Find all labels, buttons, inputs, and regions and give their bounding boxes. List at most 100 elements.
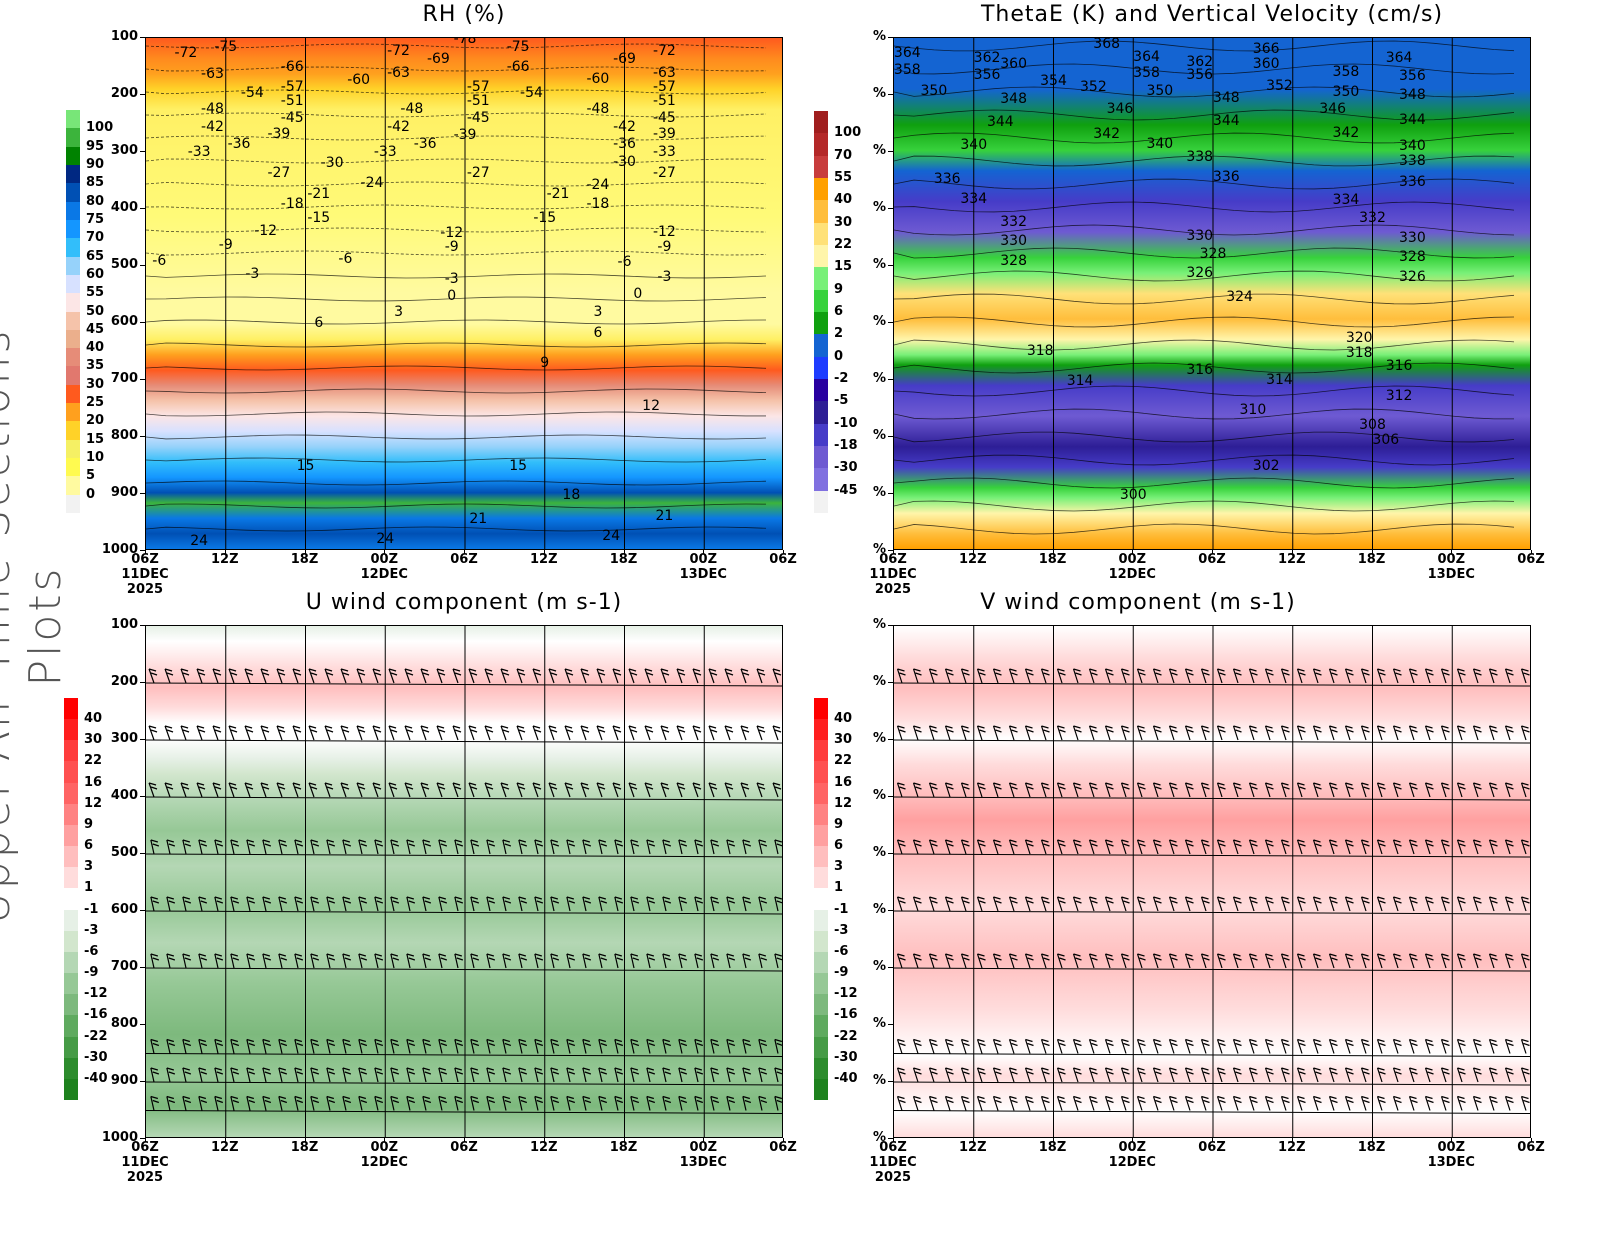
wind-barb: [742, 1067, 752, 1083]
y-tick-label: %: [872, 1130, 886, 1145]
x-tick-mark: [1132, 1138, 1134, 1142]
colorbar-swatch: [814, 824, 828, 847]
contour-label: -51: [466, 92, 490, 109]
wind-barb: [246, 896, 256, 912]
y-tick-mark: [888, 853, 893, 854]
contour-line: [146, 112, 767, 118]
wind-barb-staff-line: [894, 1053, 1530, 1057]
wind-barb: [614, 1095, 624, 1111]
wind-barb: [230, 896, 240, 912]
wind-barb: [1312, 1095, 1322, 1111]
contour-label: 340: [1399, 137, 1426, 154]
colorbar-swatch: [814, 867, 828, 889]
colorbar-label: 15: [86, 431, 105, 447]
wind-barb: [1264, 1095, 1274, 1111]
contour-line: [894, 862, 1514, 866]
wind-barb: [772, 725, 782, 741]
wind-barb: [436, 782, 446, 798]
colorbar-label: 40: [834, 192, 853, 208]
wind-barb: [1392, 1038, 1402, 1054]
wind-barb: [960, 1067, 970, 1083]
contour-label: -12: [652, 223, 676, 240]
y-tick-mark: [888, 682, 893, 683]
contour-line: [146, 816, 766, 820]
wind-barb: [310, 839, 320, 855]
wind-barb: [1472, 1067, 1482, 1083]
wind-barb: [150, 1095, 160, 1111]
x-tick-label: 00Z: [1437, 1140, 1466, 1155]
colorbar-swatch: [66, 164, 80, 184]
wind-barb: [276, 725, 286, 741]
wind-barb: [1152, 839, 1162, 855]
wind-barb: [1088, 1067, 1098, 1083]
colorbar-label: 60: [86, 266, 105, 282]
y-tick-mark: [140, 37, 145, 38]
wind-barb: [1504, 725, 1514, 741]
wind-barb: [1344, 725, 1354, 741]
wind-barb: [742, 839, 752, 855]
wind-barb: [278, 1095, 288, 1111]
contour-line: [146, 1115, 766, 1119]
contour-label: -21: [307, 186, 331, 203]
wind-barb: [1520, 1095, 1530, 1111]
wind-barb: [196, 782, 206, 798]
contour-label: -18: [586, 195, 610, 212]
wind-barb: [292, 668, 302, 684]
wind-barb: [1424, 725, 1434, 741]
colorbar-label: -2: [834, 371, 849, 386]
wind-barb: [1456, 782, 1466, 798]
y-tick-label: %: [872, 731, 886, 746]
wind-barb: [516, 668, 526, 684]
wind-barb: [1216, 668, 1226, 684]
wind-barb: [1056, 839, 1066, 855]
contour-line: [894, 224, 1515, 236]
y-tick-mark: [888, 967, 893, 968]
wind-barb: [1376, 668, 1386, 684]
colorbar-swatch: [814, 178, 828, 201]
contour-label: -57: [280, 79, 304, 96]
wind-barb: [1136, 1067, 1146, 1083]
colorbar-label: 35: [86, 358, 105, 374]
colorbar-swatch: [66, 128, 80, 148]
y-tick-mark: [140, 151, 145, 152]
contour-line: [894, 655, 1514, 659]
wind-barb: [928, 1067, 938, 1083]
colorbar-label: -9: [84, 965, 99, 981]
contour-label: 3: [593, 304, 603, 321]
wind-barb: [662, 896, 672, 912]
wind-barb: [1376, 1095, 1386, 1111]
wind-barb: [1520, 1067, 1530, 1083]
wind-barb: [1376, 953, 1386, 969]
colorbar-label: 3: [834, 859, 844, 875]
wind-barb: [230, 1095, 240, 1111]
wind-barb: [1040, 725, 1050, 741]
colorbar-swatch: [814, 312, 828, 335]
wind-barb: [1120, 668, 1130, 684]
wind-barb: [1424, 1095, 1434, 1111]
x-tick-label: 18Z: [290, 552, 319, 567]
wind-barb: [326, 1095, 336, 1111]
wind-barb: [944, 782, 954, 798]
wind-barb: [1456, 668, 1466, 684]
wind-barb: [278, 1067, 288, 1083]
contour-label: -72: [174, 44, 198, 61]
wind-barb: [694, 1038, 704, 1054]
wind-barb: [1184, 839, 1194, 855]
wind-barb: [710, 839, 720, 855]
contour-label: 9: [540, 354, 550, 371]
wind-barb: [1344, 953, 1354, 969]
colorbar-label: -1: [834, 901, 849, 917]
wind-barb: [1216, 1095, 1226, 1111]
wind-barb: [1488, 896, 1498, 912]
wind-barb: [726, 1095, 736, 1111]
wind-barb: [550, 1038, 560, 1054]
wind-barb: [944, 953, 954, 969]
y-tick-mark: [140, 436, 145, 437]
x-tick-mark: [1371, 1138, 1373, 1142]
wind-barb: [1376, 839, 1386, 855]
x-tick-mark: [543, 550, 545, 554]
wind-barb: [710, 896, 720, 912]
wind-barb: [262, 1067, 272, 1083]
wind-barb: [342, 1067, 352, 1083]
wind-barb: [1184, 953, 1194, 969]
